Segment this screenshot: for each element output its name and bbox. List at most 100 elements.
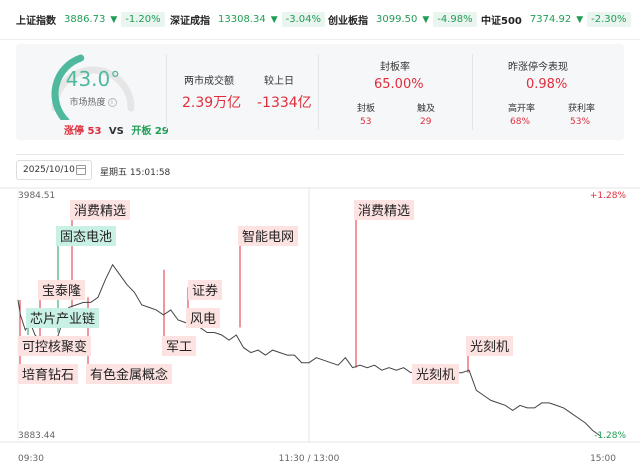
down-arrow-icon: ▼ xyxy=(422,14,430,25)
limit-up-vs-broken: 涨停 53 VS 开板 29 xyxy=(64,122,169,137)
market-heat-value: 43.0° xyxy=(65,67,121,91)
down-arrow-icon: ▼ xyxy=(270,14,278,25)
ticker-change: -2.30% xyxy=(587,12,631,27)
down-arrow-icon: ▼ xyxy=(576,14,584,25)
broken-label: 开板 xyxy=(131,126,152,137)
ticker-name: 创业板指 xyxy=(328,16,368,27)
event-tag-label[interactable]: 光刻机 xyxy=(470,340,509,355)
current-time: 星期五 15:01:58 xyxy=(100,168,171,178)
event-tag-label[interactable]: 培育钻石 xyxy=(22,367,74,383)
market-heat-label-row: 市场热度 i xyxy=(38,95,148,108)
chart-axes: 3984.51 3883.44 +1.28% -1.28% 09:30 11:30 / 1… xyxy=(18,191,626,464)
ticker-price: 13308.34 xyxy=(218,14,266,25)
market-stats-panel: 43.0° 市场热度 i 涨停 53 VS 开板 29 两市成交额 2.39万亿 … xyxy=(16,44,624,140)
ticker-item-sh[interactable]: 上证指数 3886.73 ▼ -1.20% xyxy=(16,12,165,27)
touched-label: 触及 xyxy=(417,104,436,114)
turnover-total-label: 两市成交额 xyxy=(184,76,234,87)
event-tag-label[interactable]: 光刻机 xyxy=(416,368,455,383)
event-tag-bg xyxy=(188,280,222,300)
ticker-price: 3099.50 xyxy=(376,14,418,25)
turnover-total-value: 2.39万亿 xyxy=(182,95,242,111)
divider xyxy=(472,54,473,130)
event-tag-bg xyxy=(18,364,78,384)
event-tag-label[interactable]: 军工 xyxy=(166,340,192,355)
vs-label: VS xyxy=(108,126,124,137)
pct-top-label: +1.28% xyxy=(590,191,627,201)
seal-rate-value: 65.00% xyxy=(374,77,424,92)
event-tag-label[interactable]: 智能电网 xyxy=(242,230,294,245)
event-tag-label[interactable]: 芯片产业链 xyxy=(30,312,95,327)
turnover-diff-label: 较上日 xyxy=(264,76,294,87)
ticker-name: 上证指数 xyxy=(16,16,56,27)
chart-frame xyxy=(0,187,640,443)
profit-value: 53% xyxy=(570,117,591,127)
event-tag-label[interactable]: 有色金属概念 xyxy=(90,367,168,383)
gauge-arc-icon xyxy=(51,54,135,125)
limit-up-label: 涨停 xyxy=(64,126,84,137)
index-ticker-bar: 上证指数 3886.73 ▼ -1.20% 深证成指 13308.34 ▼ -3… xyxy=(0,0,640,40)
y-top-label: 3984.51 xyxy=(18,191,55,201)
pct-bottom-label: -1.28% xyxy=(594,431,626,441)
ticker-price: 7374.92 xyxy=(529,14,572,25)
event-tag-bg xyxy=(38,280,85,300)
price-polyline xyxy=(17,263,601,437)
ticker-price: 3886.73 xyxy=(64,14,106,25)
x-tick-label: 09:30 xyxy=(18,454,44,464)
ticker-item-cyb[interactable]: 创业板指 3099.50 ▼ -4.98% xyxy=(328,12,477,27)
yesterday-title: 昨涨停今表现 xyxy=(508,62,568,73)
event-tag-label[interactable]: 证券 xyxy=(192,283,218,299)
divider xyxy=(16,154,624,155)
event-tag-bg xyxy=(18,336,91,356)
touched-value: 29 xyxy=(420,117,432,127)
event-tag-bg xyxy=(26,308,99,328)
event-tag-bg xyxy=(162,336,196,356)
y-bottom-label: 3883.44 xyxy=(18,431,55,441)
ticker-item-sz[interactable]: 深证成指 13308.34 ▼ -3.04% xyxy=(170,12,326,27)
x-tick-label: 11:30 / 13:00 xyxy=(279,454,340,464)
info-icon[interactable]: i xyxy=(107,98,117,107)
event-tag-bg xyxy=(70,200,130,220)
turnover-diff-value: -1334亿 xyxy=(257,95,312,111)
profit-label: 获利率 xyxy=(568,104,596,114)
date-picker[interactable]: 2025/10/10 xyxy=(16,160,92,180)
open-high-label: 高开率 xyxy=(508,104,536,114)
x-tick-label: 15:00 xyxy=(590,454,616,464)
event-tag-label[interactable]: 固态电池 xyxy=(60,230,112,245)
event-tag-bg xyxy=(466,336,513,356)
yesterday-value: 0.98% xyxy=(526,77,568,92)
broken-count: 29 xyxy=(154,126,169,137)
event-tag-label[interactable]: 风电 xyxy=(190,312,216,327)
seal-rate-title: 封板率 xyxy=(380,62,410,73)
event-tag-bg xyxy=(186,308,220,328)
event-tag-bg xyxy=(412,364,459,384)
sealed-value: 53 xyxy=(360,117,372,127)
price-line xyxy=(17,263,601,437)
ticker-change: -4.98% xyxy=(433,12,477,27)
limit-up-count: 53 xyxy=(87,126,102,137)
divider xyxy=(318,54,319,130)
event-tag-label[interactable]: 消费精选 xyxy=(74,204,126,219)
date-value: 2025/10/10 xyxy=(23,165,75,175)
open-high-value: 68% xyxy=(510,117,531,127)
event-tag-bg xyxy=(56,226,116,246)
ticker-name: 深证成指 xyxy=(170,16,210,27)
event-tag-bg xyxy=(354,200,414,220)
divider xyxy=(166,54,167,130)
event-tag-bg xyxy=(238,226,298,246)
event-tag-label[interactable]: 消费精选 xyxy=(358,204,410,219)
market-heat-label: 市场热度 xyxy=(69,98,106,108)
calendar-icon[interactable] xyxy=(76,165,86,175)
market-heat-gauge: 43.0° 市场热度 i xyxy=(38,50,148,125)
event-tag-label[interactable]: 宝泰隆 xyxy=(42,284,81,299)
ticker-change: -1.20% xyxy=(121,12,165,27)
event-tag-label[interactable]: 可控核聚变 xyxy=(22,339,87,355)
ticker-name: 中证500 xyxy=(481,16,522,27)
ticker-item-zz500[interactable]: 中证500 7374.92 ▼ -2.30% xyxy=(481,12,631,27)
down-arrow-icon: ▼ xyxy=(110,14,118,25)
ticker-change: -3.04% xyxy=(281,12,326,27)
sealed-label: 封板 xyxy=(357,104,376,114)
event-tag-bg xyxy=(86,364,172,384)
